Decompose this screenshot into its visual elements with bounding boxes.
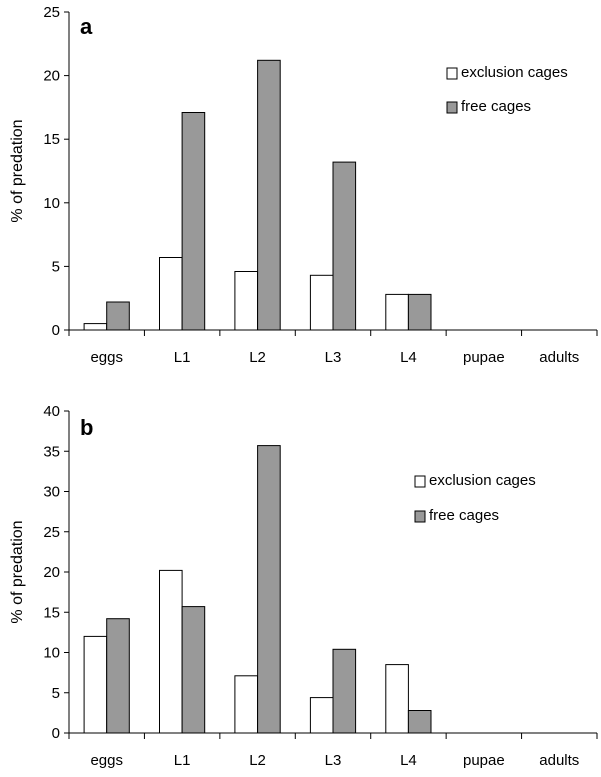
y-axis-label: % of predation xyxy=(9,119,26,222)
x-tick-label: eggs xyxy=(90,349,123,366)
y-tick-label: 25 xyxy=(43,4,60,21)
x-tick-label: L1 xyxy=(174,752,191,769)
x-tick-label: adults xyxy=(539,349,579,366)
x-tick-label: eggs xyxy=(90,752,123,769)
bar-free-l2 xyxy=(257,59,281,331)
bar-free-eggs xyxy=(106,618,130,734)
bar-free-l2 xyxy=(257,445,281,734)
y-tick-label: 5 xyxy=(52,685,60,702)
legend-label: exclusion cages xyxy=(461,64,568,81)
y-tick-label: 20 xyxy=(43,564,60,581)
x-tick-label: L2 xyxy=(249,349,266,366)
panel-letter: a xyxy=(80,14,93,39)
bar-exclusion-l1 xyxy=(159,257,183,331)
bar-exclusion-l3 xyxy=(309,697,334,734)
panel-a: 0 5 10 15 20 25 eggs L1 L2 L3 L4 pupae adults % of pr… xyxy=(9,4,598,366)
x-tick-label: L2 xyxy=(249,752,266,769)
bar-free-l3 xyxy=(332,648,357,734)
bar-exclusion-l2 xyxy=(234,271,258,331)
x-tick-label: L4 xyxy=(400,752,417,769)
y-tick-label: 0 xyxy=(52,725,60,742)
y-tick-label: 10 xyxy=(43,195,60,212)
y-tick-label: 15 xyxy=(43,131,60,148)
legend-swatch xyxy=(446,67,458,80)
bar-exclusion-l3 xyxy=(309,274,334,331)
bar-free-l4 xyxy=(407,293,432,331)
x-tick-label: adults xyxy=(539,752,579,769)
y-tick-label: 5 xyxy=(52,258,60,275)
legend-label: exclusion cages xyxy=(429,472,536,489)
bar-free-l1 xyxy=(181,606,206,734)
y-tick-label: 40 xyxy=(43,403,60,420)
bar-exclusion-eggs xyxy=(83,323,108,331)
bar-free-l3 xyxy=(332,161,357,331)
bar-exclusion-l2 xyxy=(234,675,258,734)
x-tick-label: pupae xyxy=(463,349,505,366)
panel-b: 0 5 10 15 20 25 30 35 40 eggs L1 L2 L3 L4 pupae adults%… xyxy=(9,403,598,769)
legend-label: free cages xyxy=(429,507,499,524)
y-tick-label: 20 xyxy=(43,68,60,85)
y-tick-label: 10 xyxy=(43,645,60,662)
bar-free-l4 xyxy=(407,710,432,734)
x-tick-label: L3 xyxy=(325,752,342,769)
x-tick-label: pupae xyxy=(463,752,505,769)
legend-label: free cages xyxy=(461,98,531,115)
bar-exclusion-eggs xyxy=(83,635,108,734)
y-tick-label: 30 xyxy=(43,484,60,501)
bar-exclusion-l4 xyxy=(385,293,409,331)
legend-swatch xyxy=(414,475,426,488)
y-axis-label: % of predation xyxy=(9,520,26,623)
y-tick-label: 25 xyxy=(43,524,60,541)
bar-exclusion-l4 xyxy=(385,664,409,734)
legend-swatch xyxy=(414,510,426,523)
legend-swatch xyxy=(446,101,458,114)
bar-free-l1 xyxy=(181,112,206,331)
y-tick-label: 0 xyxy=(52,322,60,339)
x-tick-label: L3 xyxy=(325,349,342,366)
y-tick-label: 35 xyxy=(43,443,60,460)
bar-exclusion-l1 xyxy=(159,569,183,734)
panel-letter: b xyxy=(80,415,93,440)
x-tick-label: L1 xyxy=(174,349,191,366)
y-tick-label: 15 xyxy=(43,604,60,621)
x-tick-label: L4 xyxy=(400,349,417,366)
bar-free-eggs xyxy=(106,301,130,331)
